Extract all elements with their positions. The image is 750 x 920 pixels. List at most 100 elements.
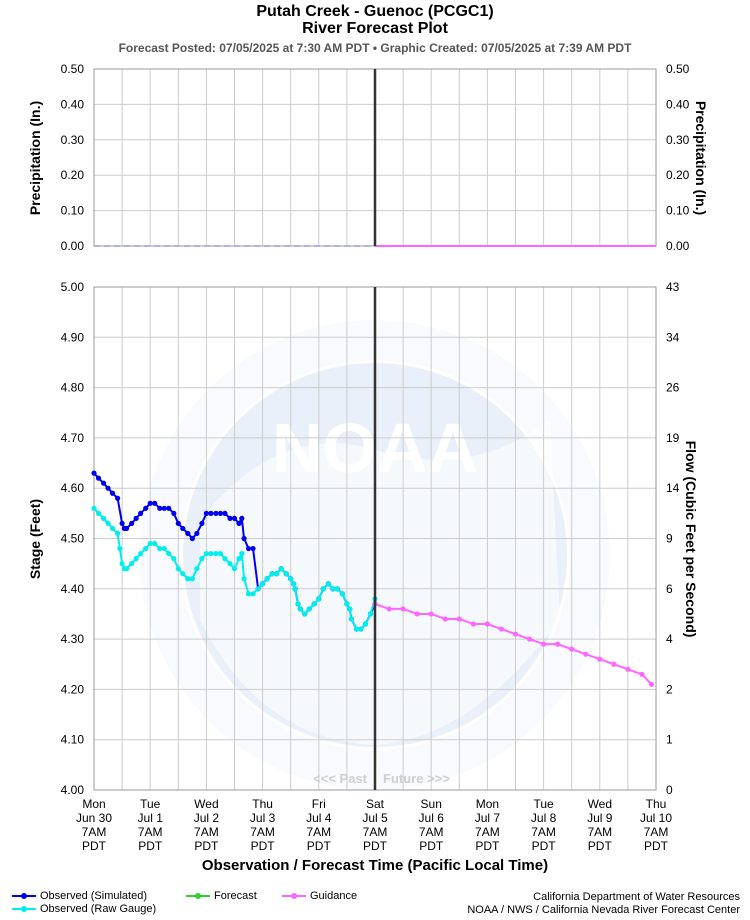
x-tick-line: PDT bbox=[194, 839, 219, 853]
x-tick-line: PDT bbox=[532, 839, 557, 853]
legend-simulated-label: Observed (Simulated) bbox=[40, 890, 147, 902]
x-tick-line: Mon bbox=[82, 797, 105, 811]
flow-right-tick-label: 26 bbox=[666, 381, 680, 395]
x-axis-label: Observation / Forecast Time (Pacific Loc… bbox=[202, 857, 548, 874]
observed-simulated-point bbox=[241, 535, 247, 542]
x-tick-label: Thu Jul 3 7AM PDT bbox=[250, 797, 276, 853]
observed-raw-gauge-point bbox=[245, 591, 252, 597]
legend-forecast-swatch bbox=[186, 891, 210, 901]
flow-right-tick-label: 34 bbox=[666, 330, 680, 344]
observed-raw-gauge-point bbox=[227, 561, 233, 567]
guidance-point bbox=[625, 666, 631, 672]
x-tick-line: Jul 1 bbox=[138, 811, 164, 825]
observed-raw-gauge-point bbox=[157, 545, 163, 552]
legend-forecast-label: Forecast bbox=[214, 890, 257, 902]
guidance-point bbox=[470, 621, 476, 627]
x-tick-label: Sat Jul 5 7AM PDT bbox=[362, 797, 388, 853]
precip-right-axis-label: Precipitation (In.) bbox=[693, 101, 709, 215]
flow-right-tick-label: 2 bbox=[666, 682, 673, 696]
observed-raw-gauge-point bbox=[138, 550, 144, 557]
observed-simulated-point bbox=[194, 530, 200, 537]
x-tick-line: 7AM bbox=[306, 825, 331, 839]
legend-guidance-swatch bbox=[282, 891, 306, 901]
observed-raw-gauge-point bbox=[175, 566, 181, 572]
x-tick-line: PDT bbox=[251, 839, 276, 853]
x-tick-label: Thu Jul 10 7AM PDT bbox=[640, 797, 672, 853]
x-tick-line: PDT bbox=[138, 839, 163, 853]
x-tick-label: Wed Jul 2 7AM PDT bbox=[194, 797, 220, 853]
guidance-point bbox=[597, 656, 603, 662]
observed-raw-gauge-point bbox=[255, 586, 261, 592]
observed-raw-gauge-point bbox=[213, 550, 219, 557]
observed-raw-gauge-point bbox=[222, 556, 228, 562]
observed-raw-gauge-point bbox=[295, 601, 301, 607]
x-tick-line: PDT bbox=[419, 839, 444, 853]
legend-observed-simulated: Observed (Simulated) bbox=[12, 890, 147, 902]
stage-panel: 4.00 0 4.10 1 4.20 2 4.30 4 4.40 6 4.50 9 4.60 14 4.70… bbox=[27, 280, 699, 874]
x-tick-line: PDT bbox=[363, 839, 388, 853]
credit-dwr: California Department of Water Resources bbox=[533, 891, 740, 903]
observed-raw-gauge-point bbox=[123, 566, 130, 572]
x-tick-line: 7AM bbox=[82, 825, 107, 839]
observed-simulated-point bbox=[105, 485, 111, 491]
river-forecast-chart: NOAA 0.00 0.000.10 0.100.20 0.200.30 0.300.4… bbox=[27, 62, 709, 874]
observed-simulated-point bbox=[199, 520, 205, 527]
x-tick-line: Tue bbox=[533, 797, 554, 811]
guidance-point bbox=[428, 611, 434, 617]
x-tick-line: Wed bbox=[588, 797, 612, 811]
precip-right-tick-label: 0.20 bbox=[666, 168, 690, 182]
guidance-point bbox=[583, 651, 589, 657]
x-tick-line: 7AM bbox=[250, 825, 275, 839]
observed-raw-gauge-point bbox=[288, 576, 294, 582]
x-tick-line: 7AM bbox=[419, 825, 444, 839]
stage-left-tick-label: 4.90 bbox=[61, 330, 85, 344]
stage-left-tick-label: 4.70 bbox=[61, 431, 85, 445]
guidance-point bbox=[611, 661, 617, 667]
observed-simulated-point bbox=[171, 510, 177, 516]
precip-right-tick-label: 0.40 bbox=[666, 97, 690, 111]
observed-raw-gauge-point bbox=[189, 576, 195, 582]
observed-simulated-point bbox=[119, 520, 125, 527]
x-tick-line: 7AM bbox=[531, 825, 556, 839]
legend-raw-label: Observed (Raw Gauge) bbox=[40, 903, 157, 915]
observed-simulated-point bbox=[138, 510, 144, 516]
observed-simulated-point bbox=[157, 505, 163, 511]
x-tick-label: Wed Jul 9 7AM PDT bbox=[587, 797, 613, 853]
x-tick-line: 7AM bbox=[475, 825, 500, 839]
observed-raw-gauge-point bbox=[311, 601, 317, 607]
x-tick-line: 7AM bbox=[194, 825, 219, 839]
x-tick-line: Jul 4 bbox=[306, 811, 332, 825]
x-tick-line: 7AM bbox=[363, 825, 388, 839]
observed-simulated-point bbox=[203, 510, 209, 516]
flow-right-tick-label: 14 bbox=[666, 481, 680, 495]
x-tick-line: PDT bbox=[307, 839, 332, 853]
x-tick-line: Thu bbox=[252, 797, 273, 811]
stage-left-tick-label: 4.50 bbox=[61, 532, 85, 546]
observed-raw-gauge-point bbox=[236, 556, 242, 562]
guidance-point bbox=[526, 636, 533, 642]
observed-simulated-point bbox=[236, 520, 242, 527]
guidance-point bbox=[386, 606, 392, 612]
flow-right-tick-label: 9 bbox=[666, 532, 673, 546]
x-tick-label: Mon Jun 30 7AM PDT bbox=[76, 797, 112, 853]
observed-simulated-point bbox=[208, 510, 214, 516]
observed-simulated-point bbox=[161, 505, 167, 511]
guidance-point bbox=[456, 616, 462, 622]
precip-left-tick-label: 0.40 bbox=[61, 97, 85, 111]
flow-right-tick-label: 43 bbox=[666, 280, 680, 294]
observed-raw-gauge-point bbox=[339, 591, 346, 597]
x-tick-line: PDT bbox=[588, 839, 613, 853]
observed-simulated-point bbox=[239, 515, 245, 521]
observed-raw-gauge-point bbox=[152, 540, 158, 547]
observed-raw-gauge-point bbox=[367, 611, 374, 617]
observed-raw-gauge-point bbox=[241, 576, 247, 582]
observed-raw-gauge-point bbox=[147, 540, 153, 547]
guidance-point bbox=[541, 641, 547, 647]
precip-left-tick-label: 0.10 bbox=[61, 204, 85, 218]
x-tick-line: Jul 6 bbox=[419, 811, 445, 825]
flow-right-axis-label: Flow (Cubic Feet per Second) bbox=[683, 441, 699, 638]
x-tick-line: Jun 30 bbox=[76, 811, 112, 825]
stage-left-tick-label: 4.40 bbox=[61, 582, 85, 596]
observed-raw-gauge-point bbox=[264, 576, 270, 582]
observed-simulated-point bbox=[100, 480, 107, 486]
